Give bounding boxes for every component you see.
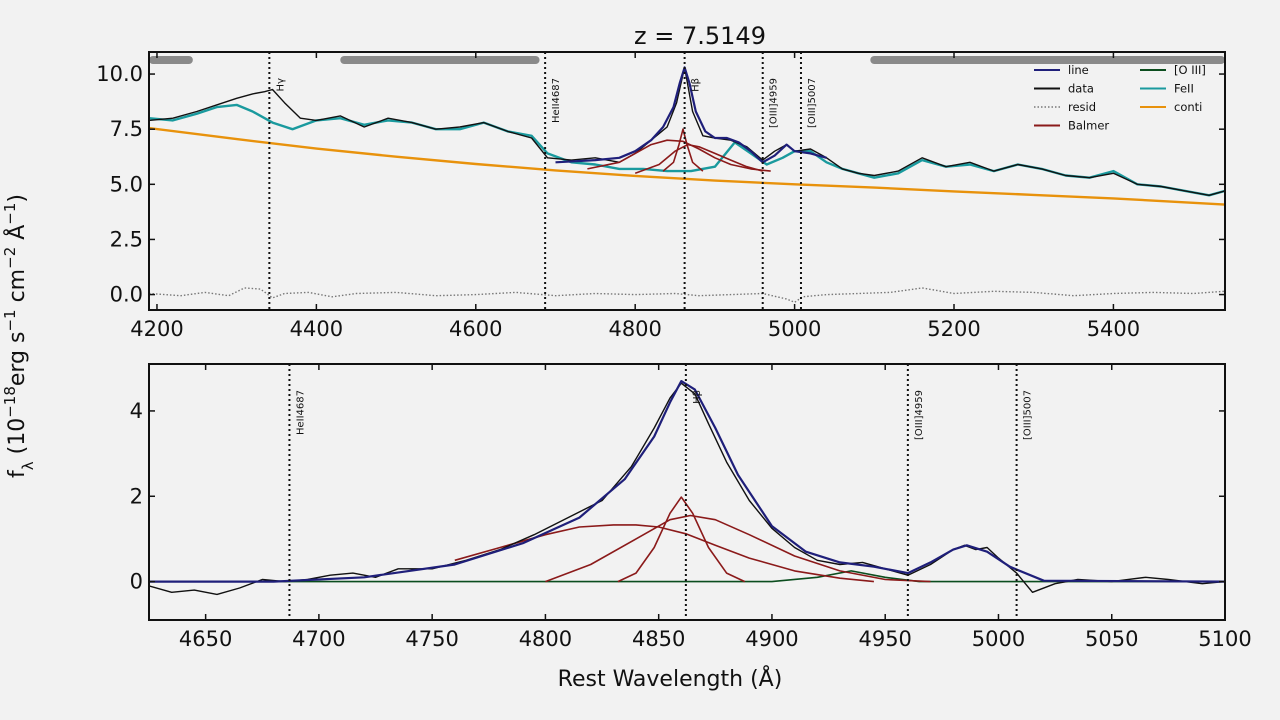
- x-tick-label: 4800: [608, 317, 661, 341]
- resid-series: [149, 287, 1225, 304]
- y-tick-label: 5.0: [110, 172, 143, 196]
- x-tick-label: 5100: [1198, 627, 1251, 651]
- conti-series-0: [149, 126, 1225, 206]
- legend-label-feii: FeII: [1174, 82, 1194, 96]
- x-tick-label: 5000: [972, 627, 1025, 651]
- top-panel: Hγ HeII4687 Hβ [OIII]4959 [OIII]5007 4200 440…: [96, 51, 1226, 341]
- y-tick-label: 2.5: [110, 227, 143, 251]
- x-tick-label: 5400: [1087, 317, 1140, 341]
- marker-label-oiii-5007: [OIII]5007: [1023, 390, 1034, 440]
- bottom-plot-frame: [148, 363, 1226, 621]
- balmer-series-5: [662, 128, 704, 172]
- legend-label-data: data: [1068, 82, 1094, 96]
- y-tick-label: 2: [130, 484, 143, 508]
- marker-label-oiii-4959: [OIII]4959: [914, 390, 925, 440]
- y-tick-label: 10.0: [96, 62, 143, 86]
- balmer-series-2: [617, 496, 746, 583]
- bottom-line-markers: HeII4687 Hβ [OIII]4959 [OIII]5007: [288, 364, 1034, 620]
- marker-label-oiii-5007: [OIII]5007: [807, 78, 818, 128]
- x-tick-label: 4750: [405, 627, 458, 651]
- balmer-series-4: [587, 139, 771, 172]
- balmer-series-1: [454, 524, 874, 583]
- chart-title: z = 7.5149: [634, 22, 766, 50]
- bottom-axes: 4650 4700 4750 4800 4850 4900 4950 5000 5050 5100…: [130, 364, 1252, 651]
- svg-text:fλ (10−18erg s−1 cm−2 Å−1): fλ (10−18erg s−1 cm−2 Å−1): [1, 194, 37, 478]
- x-tick-label: 4800: [519, 627, 572, 651]
- legend-label-balmer: Balmer: [1068, 119, 1109, 133]
- x-tick-label: 4650: [179, 627, 232, 651]
- legend-label-resid: resid: [1068, 100, 1096, 114]
- x-tick-label: 4950: [858, 627, 911, 651]
- y-tick-label: 4: [130, 399, 143, 423]
- line-series-5: [149, 380, 1225, 583]
- marker-label-h: Hβ: [692, 390, 703, 404]
- y-tick-label: 7.5: [110, 117, 143, 141]
- x-tick-label: 4600: [449, 317, 502, 341]
- feii-series-1: [149, 103, 1225, 197]
- x-tick-label: 4700: [292, 627, 345, 651]
- x-axis-title: Rest Wavelength (Å): [558, 665, 783, 692]
- x-tick-label: 4400: [290, 317, 343, 341]
- x-tick-label: 4900: [745, 627, 798, 651]
- x-tick-label: 5200: [927, 317, 980, 341]
- y-tick-label: 0: [130, 570, 143, 594]
- top-series-group: [149, 66, 1225, 304]
- marker-label-oiii-4959: [OIII]4959: [769, 78, 780, 128]
- line-series-3: [555, 66, 827, 164]
- legend: line data resid Balmer [O III] FeII conti: [1034, 63, 1206, 133]
- legend-label-o-iii: [O III]: [1174, 63, 1206, 77]
- data-series-4: [149, 382, 1225, 596]
- top-axes: 4200 4400 4600 4800 5000 5200 5400 0.0 2.5 5.0 7.5…: [96, 52, 1225, 341]
- x-tick-label: 4850: [632, 627, 685, 651]
- x-tick-label: 5050: [1085, 627, 1138, 651]
- top-line-markers: Hγ HeII4687 Hβ [OIII]4959 [OIII]5007: [268, 52, 818, 310]
- bottom-series-group: [149, 380, 1225, 596]
- balmer-series-6: [634, 143, 763, 175]
- y-tick-label: 0.0: [110, 283, 143, 307]
- legend-label-line: line: [1068, 63, 1089, 77]
- marker-label-heii4687: HeII4687: [295, 390, 306, 435]
- data-series-2: [149, 66, 1225, 197]
- x-tick-label: 4200: [130, 317, 183, 341]
- top-plot-frame: [148, 51, 1226, 311]
- balmer-series-3: [545, 514, 931, 583]
- marker-label-h: Hγ: [275, 78, 286, 92]
- marker-label-heii4687: HeII4687: [551, 78, 562, 123]
- y-axis-title: fλ (10−18erg s−1 cm−2 Å−1): [1, 194, 37, 478]
- marker-label-h: Hβ: [691, 78, 702, 92]
- x-tick-label: 5000: [768, 317, 821, 341]
- bottom-panel: HeII4687 Hβ [OIII]4959 [OIII]5007 4650 4700 4…: [130, 363, 1252, 651]
- legend-label-conti: conti: [1174, 100, 1202, 114]
